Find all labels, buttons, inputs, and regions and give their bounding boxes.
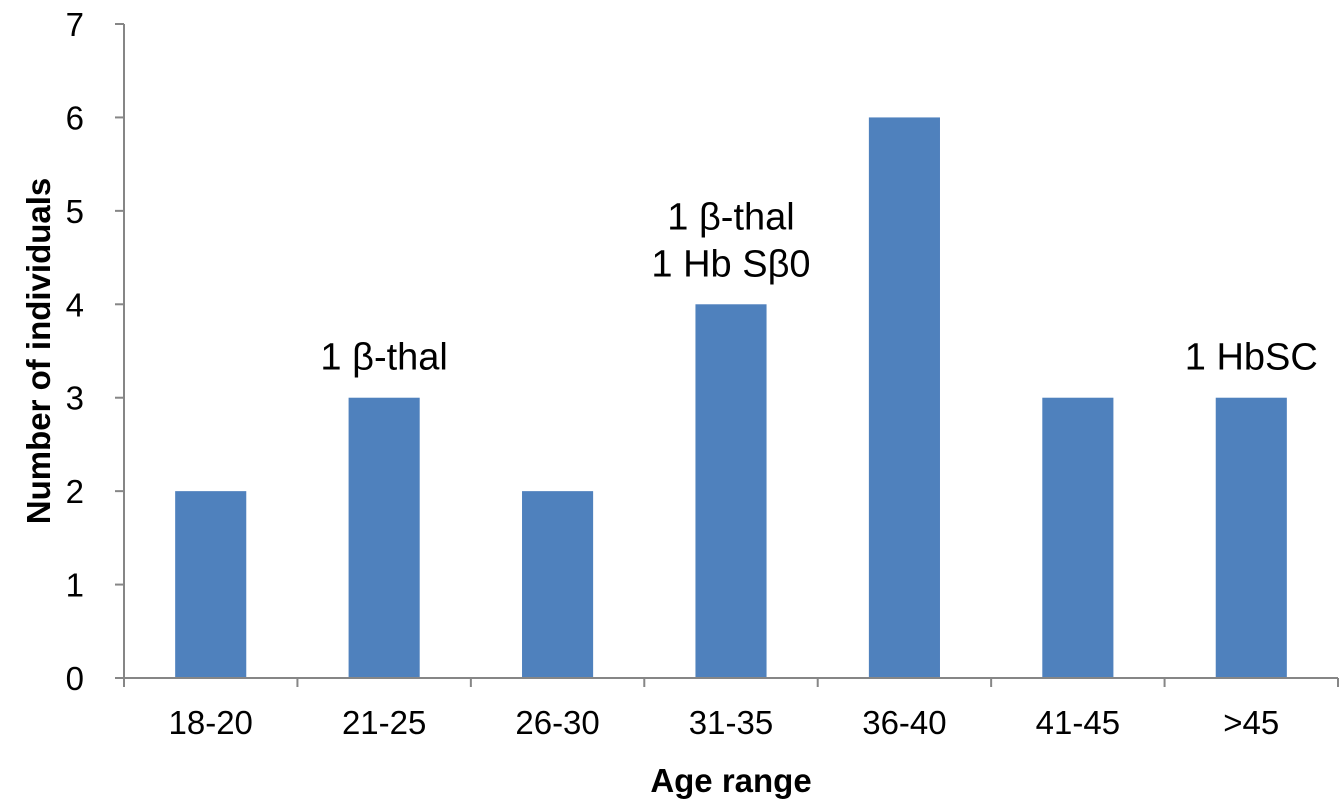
- x-tick-label: 26-30: [515, 704, 599, 741]
- annotations-group: 1 β-thal 1 β-thal 1 Hb Sβ0 1 HbSC: [320, 196, 1317, 378]
- y-tick-label: 7: [66, 6, 84, 43]
- y-tick-label: 1: [66, 567, 84, 604]
- bar-41-45: [1042, 397, 1114, 678]
- y-tick-label: 2: [66, 473, 84, 510]
- bar-annotation: 1 Hb Sβ0: [651, 243, 810, 285]
- bar-26-30: [522, 491, 594, 678]
- bar-annotation: 1 β-thal: [667, 196, 794, 238]
- y-tick-label: 4: [66, 286, 84, 323]
- bar-annotation: 1 β-thal: [320, 337, 447, 379]
- bar-31-35: [695, 304, 767, 678]
- x-tick-label: 41-45: [1036, 704, 1120, 741]
- y-tick-label: 0: [66, 660, 84, 697]
- x-tick-label: 36-40: [862, 704, 946, 741]
- y-ticks-group: 0 1 2 3 4 5 6 7: [66, 6, 124, 697]
- x-ticks-group: 18-20 21-25 26-30 31-35 36-40 41-45 >45: [123, 678, 1339, 741]
- bar-45: [1215, 397, 1287, 678]
- bar-21-25: [348, 397, 420, 678]
- x-tick-label: 31-35: [689, 704, 773, 741]
- bar-36-40: [868, 117, 940, 678]
- x-axis-title: Age range: [650, 762, 811, 799]
- bar-18-20: [175, 491, 247, 678]
- x-tick-label: 18-20: [169, 704, 253, 741]
- bar-annotation: 1 HbSC: [1185, 337, 1318, 379]
- axes-group: [123, 24, 1338, 679]
- bars-group: [175, 117, 1287, 678]
- y-tick-label: 5: [66, 193, 84, 230]
- y-tick-label: 3: [66, 380, 84, 417]
- x-tick-label: >45: [1223, 704, 1279, 741]
- x-tick-label: 21-25: [342, 704, 426, 741]
- y-tick-label: 6: [66, 99, 84, 136]
- y-axis-title: Number of individuals: [20, 178, 57, 525]
